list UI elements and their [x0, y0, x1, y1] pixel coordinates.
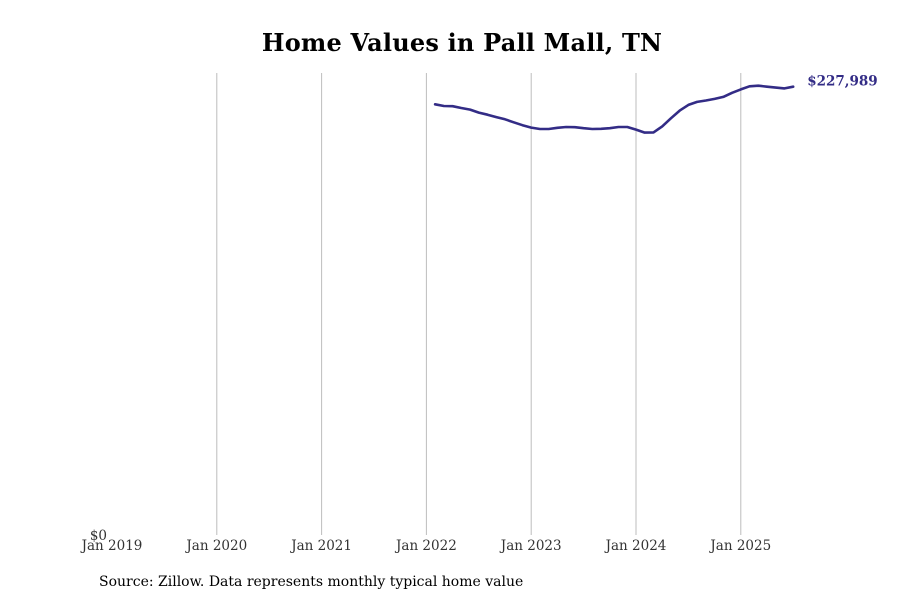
series-line	[433, 84, 795, 134]
x-tick-label: Jan 2019	[80, 538, 143, 554]
x-tick-label: Jan 2022	[394, 538, 457, 554]
x-tick-label: Jan 2024	[604, 538, 667, 554]
x-axis-ticks: Jan 2019 Jan 2020 Jan 2021 Jan 2022 Jan 2023…	[80, 538, 772, 554]
x-tick-label: Jan 2020	[184, 538, 247, 554]
x-tick-label: Jan 2023	[499, 538, 562, 554]
source-note: Source: Zillow. Data represents monthly …	[99, 574, 524, 590]
y-tick-label: $0	[90, 528, 107, 544]
x-tick-label: Jan 2025	[708, 538, 771, 554]
series-layer	[433, 84, 795, 134]
end-label-layer: $227,989	[807, 74, 877, 90]
chart-title: Home Values in Pall Mall, TN	[261, 28, 663, 57]
y-axis-ticks: $0	[90, 528, 107, 544]
gridlines	[216, 73, 742, 535]
x-tick-label: Jan 2021	[289, 538, 352, 554]
end-value-label: $227,989	[807, 74, 877, 90]
